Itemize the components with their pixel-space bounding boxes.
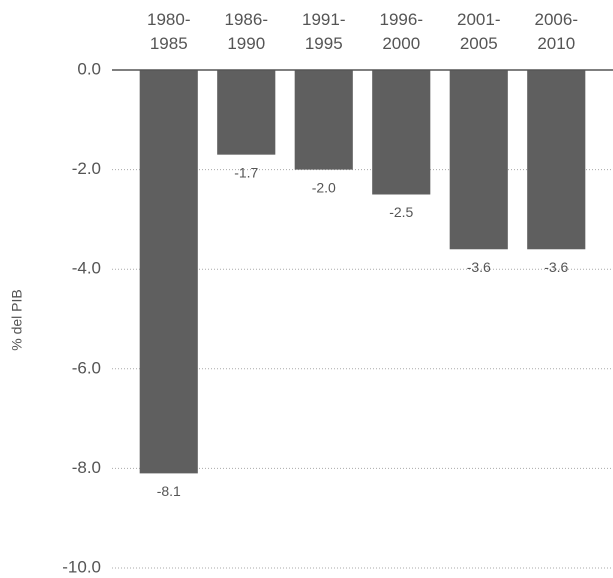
value-label: -3.6: [544, 259, 568, 275]
y-tick-label: -6.0: [72, 358, 101, 377]
y-tick-label: -4.0: [72, 259, 101, 278]
x-tick-label: 1996-2000: [379, 10, 423, 53]
x-tick-label: 1991-1995: [302, 10, 346, 53]
bar: [372, 70, 431, 195]
bar: [294, 70, 353, 170]
y-tick-label: -8.0: [72, 458, 101, 477]
value-label: -3.6: [467, 259, 491, 275]
y-axis-label: % del PIB: [9, 289, 25, 350]
bar: [217, 70, 276, 155]
x-tick-label: 2001-2005: [457, 10, 501, 53]
x-tick-label: 1986-1990: [224, 10, 268, 53]
y-tick-label: 0.0: [77, 59, 101, 78]
value-label: -2.0: [312, 179, 336, 195]
y-tick-label: -2.0: [72, 159, 101, 178]
x-tick-label: 2006-2010: [534, 10, 578, 53]
y-tick-label: -10.0: [62, 557, 101, 576]
bar: [139, 70, 198, 474]
bar: [527, 70, 586, 250]
bar: [449, 70, 508, 250]
value-label: -2.5: [389, 204, 413, 220]
value-label: -8.1: [157, 483, 181, 499]
x-tick-label: 1980-1985: [147, 10, 191, 53]
value-label: -1.7: [234, 164, 258, 180]
